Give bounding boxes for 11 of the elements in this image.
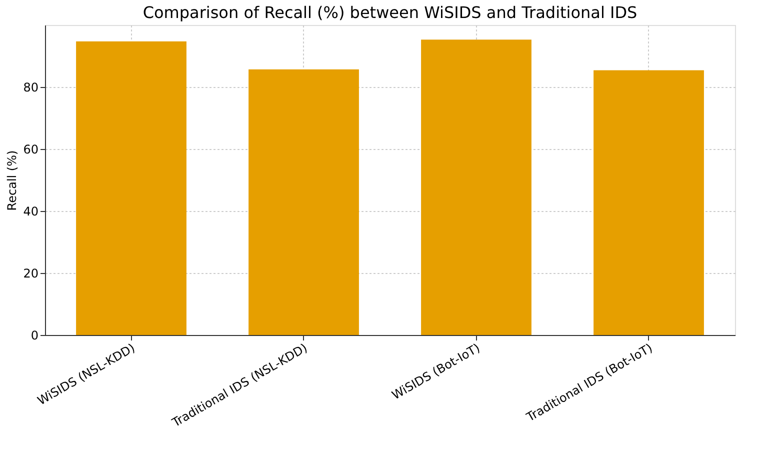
chart-title: Comparison of Recall (%) between WiSIDS and Traditional IDS xyxy=(142,3,638,22)
y-tick-label: 40 xyxy=(23,204,38,218)
bar xyxy=(248,69,359,335)
y-tick-label: 60 xyxy=(23,142,38,156)
y-tick-label: 80 xyxy=(23,80,38,94)
bar xyxy=(76,41,186,335)
bar xyxy=(421,40,532,335)
y-axis-title: Recall (%) xyxy=(5,150,20,211)
bar xyxy=(594,70,704,335)
y-tick-label: 0 xyxy=(30,328,38,342)
y-tick-label: 20 xyxy=(23,266,38,280)
